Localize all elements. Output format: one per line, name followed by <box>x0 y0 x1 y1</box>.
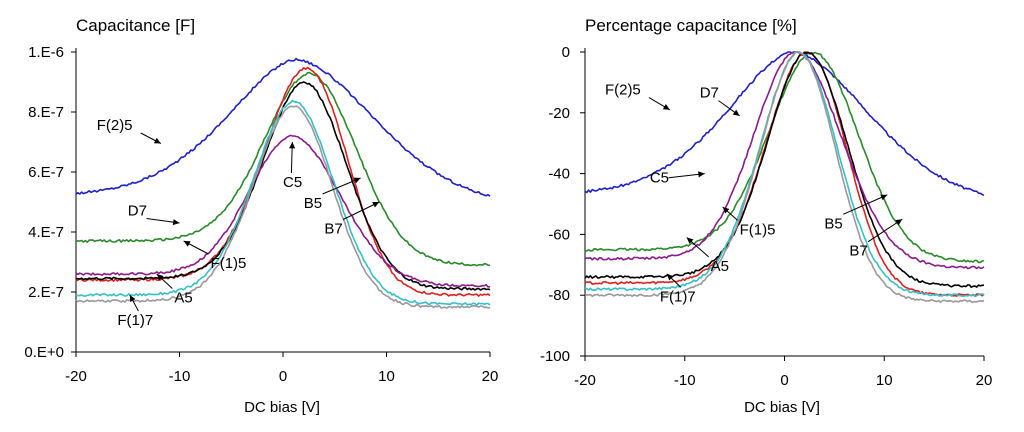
annotation-label: B5 <box>304 195 322 212</box>
y-tick-label: 2.E-7 <box>28 284 64 301</box>
y-tick-label: 0.E+0 <box>24 344 64 361</box>
annotation-arrow-head <box>156 274 164 281</box>
annotation-label: F(2)5 <box>605 82 641 99</box>
annotation-arrow-head <box>722 207 730 214</box>
annotation-label: C5 <box>283 174 302 191</box>
x-tick-label: -20 <box>574 372 596 389</box>
chart-title: Capacitance [F] <box>76 16 195 35</box>
annotation-arrow-head <box>129 295 136 302</box>
y-tick-label: 0 <box>562 44 570 61</box>
annotation-arrow-head <box>698 171 705 178</box>
annotation-arrow-line <box>342 201 380 220</box>
y-tick-label: 6.E-7 <box>28 164 64 181</box>
y-tick-label: -20 <box>548 105 570 122</box>
y-tick-label: -60 <box>548 226 570 243</box>
annotation-arrow-head <box>662 103 670 110</box>
y-tick-label: -100 <box>540 348 570 365</box>
annotation-arrow-line <box>842 194 888 215</box>
annotation-label: C5 <box>650 170 669 187</box>
series-line-b5 <box>75 99 491 306</box>
annotation-arrow-head <box>895 219 903 226</box>
x-axis-label: DC bias [V] <box>744 399 820 416</box>
x-tick-label: -10 <box>674 372 696 389</box>
x-tick-label: 20 <box>976 372 993 389</box>
series-line-d7 <box>584 51 985 264</box>
x-tick-label: 0 <box>279 368 287 385</box>
annotation-arrow-head <box>353 177 361 184</box>
annotation-arrow-line <box>867 218 903 243</box>
series-line-f25 <box>584 51 985 197</box>
annotation-label: F(1)5 <box>740 221 776 238</box>
annotation-label: D7 <box>128 203 147 220</box>
annotation-arrow-line <box>322 177 361 195</box>
annotation-label: F(2)5 <box>97 117 133 134</box>
annotation-label: B7 <box>324 221 342 238</box>
annotation-arrow-head <box>880 194 888 201</box>
chart-title: Percentage capacitance [%] <box>585 16 797 35</box>
x-tick-label: 20 <box>482 368 499 385</box>
annotation-label: F(1)5 <box>211 255 247 272</box>
annotation-arrow-head <box>183 241 191 247</box>
annotation-label: B7 <box>849 243 867 260</box>
y-tick-label: -40 <box>548 166 570 183</box>
annotation-label: F(1)7 <box>660 288 696 305</box>
annotation-arrow-head <box>289 142 296 149</box>
x-tick-label: -10 <box>169 368 191 385</box>
annotation-label: F(1)7 <box>117 312 153 329</box>
x-axis-label: DC bias [V] <box>244 399 320 416</box>
series-line-a5 <box>584 51 985 289</box>
annotation-label: B5 <box>824 215 842 232</box>
series-line-f25 <box>75 57 491 197</box>
series-line-c5 <box>584 51 985 270</box>
annotation-arrow-head <box>732 109 740 116</box>
x-tick-label: 0 <box>780 372 788 389</box>
series-line-c5 <box>75 134 491 288</box>
x-tick-label: 10 <box>876 372 893 389</box>
percentage-capacitance-chart: Percentage capacitance [%] DC bias [V] -… <box>540 16 992 416</box>
y-tick-label: -80 <box>548 287 570 304</box>
annotation-label: A5 <box>711 258 729 275</box>
capacitance-chart: Capacitance [F] DC bias [V] 0.E+0 2.E-7 4.… <box>24 16 498 416</box>
annotation-arrow-head <box>372 202 380 208</box>
series-line-f17 <box>75 105 491 309</box>
annotation-label: A5 <box>174 290 192 307</box>
y-tick-label: 8.E-7 <box>28 104 64 121</box>
y-tick-label: 1.E-6 <box>28 44 64 61</box>
annotation-arrow-head <box>172 219 180 226</box>
annotation-arrow-head <box>153 137 161 144</box>
y-tick-label: 4.E-7 <box>28 224 64 241</box>
annotation-arrow-head <box>666 273 674 281</box>
series-line-f17 <box>584 51 985 304</box>
annotation-label: D7 <box>700 85 719 102</box>
x-tick-label: 10 <box>378 368 395 385</box>
x-tick-label: -20 <box>65 368 87 385</box>
annotation-arrow-head <box>686 237 694 244</box>
